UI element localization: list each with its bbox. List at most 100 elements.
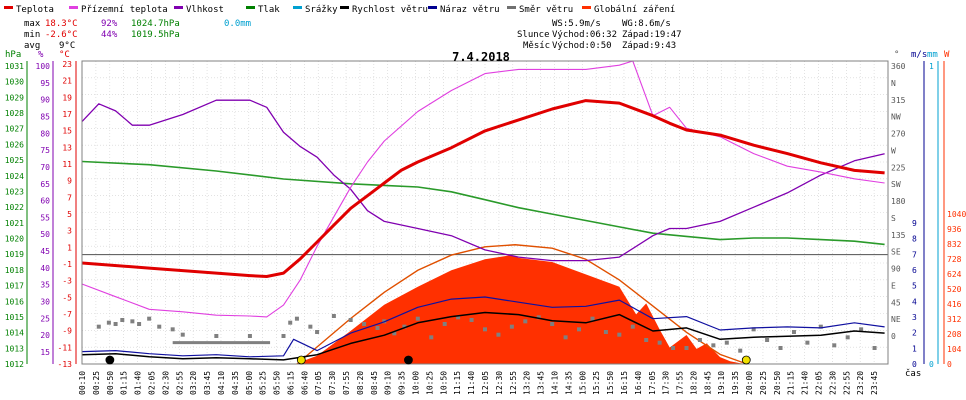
x-tick-label: 11:15	[453, 371, 462, 395]
x-tick: 11:40	[467, 371, 476, 395]
axis-tick-label: 520	[947, 285, 962, 294]
direction-point	[778, 346, 783, 351]
axis-tick-label: 15	[62, 127, 72, 136]
sunrise-marker	[296, 355, 306, 365]
stats-max-temp: 18.3°C	[45, 19, 78, 29]
axis-tick-label: 17	[62, 110, 72, 119]
direction-point	[603, 330, 608, 335]
radiation-axis-header: W	[944, 50, 950, 60]
direction-point	[818, 324, 823, 329]
legend-swatch	[174, 6, 183, 9]
direction-point	[288, 320, 293, 325]
x-tick: 23:45	[870, 371, 879, 395]
axis-tick-label: 4	[912, 297, 917, 306]
x-tick-label: 07:30	[328, 371, 337, 395]
direction-point	[429, 335, 434, 340]
direction-point	[96, 324, 101, 329]
direction-point	[832, 343, 837, 348]
x-tick-label: 10:00	[412, 371, 421, 395]
wind-gust-line	[81, 296, 885, 358]
x-tick-label: 08:45	[370, 371, 379, 395]
x-tick-label: 09:35	[398, 371, 407, 395]
axis-tick-label: 180	[891, 197, 906, 206]
series-lines	[81, 60, 885, 361]
axis-tick-label: 19	[62, 93, 72, 102]
sunset-text: Západ:19:47	[622, 30, 682, 40]
axis-tick-label: 1012	[5, 360, 24, 369]
direction-point	[442, 322, 447, 327]
stats-max-rain: 0.0mm	[224, 19, 251, 29]
axis-tick-label: 2	[912, 329, 917, 338]
x-tick-label: 15:50	[606, 371, 615, 395]
x-tick-label: 19:35	[731, 371, 740, 395]
x-tick: 07:30	[328, 371, 337, 395]
axis-tick-label: SW	[891, 180, 901, 189]
x-tick-label: 12:30	[495, 371, 504, 395]
axis-tick-label: 1025	[5, 156, 24, 165]
axis-tick-label: 1026	[5, 140, 24, 149]
legend: Teplota Přízemní teplota Vlhkost Tlak Srážky…	[4, 5, 675, 15]
x-tick: 19:35	[731, 371, 740, 395]
axis-tick-label: NW	[891, 113, 901, 122]
x-tick: 20:50	[773, 371, 782, 395]
temperature-line	[81, 99, 885, 278]
x-tick: 21:15	[787, 371, 796, 395]
axis-tick-label: 270	[891, 130, 906, 139]
axis-headers: hPa % °C ° m/s mm W	[5, 50, 950, 60]
x-tick: 07:55	[342, 371, 351, 395]
direction-point	[308, 324, 313, 329]
axis-tick-label: 6	[912, 266, 917, 275]
stats-avg-temp: 9°C	[59, 41, 75, 51]
x-tick: 14:10	[550, 371, 559, 395]
axis-tick-label: 25	[40, 314, 50, 323]
plot-frame	[81, 60, 889, 365]
direction-point	[859, 327, 864, 332]
x-tick: 02:05	[147, 371, 156, 395]
x-tick-label: 21:40	[801, 371, 810, 395]
pressure-line	[81, 160, 885, 246]
direction-point	[147, 316, 152, 321]
axis-tick-label: 1019	[5, 250, 24, 259]
legend-swatch	[340, 6, 349, 9]
axis-tick-label: 55	[40, 213, 50, 222]
x-tick: 09:35	[398, 371, 407, 395]
axis-tick-label: 1027	[5, 125, 24, 134]
x-tick-label: 04:10	[217, 371, 226, 395]
axis-tick-label: 1028	[5, 109, 24, 118]
legend-swatch	[293, 6, 302, 9]
temperature-axis-header: °C	[59, 50, 70, 60]
x-tick-label: 17:30	[662, 371, 671, 395]
x-tick: 06:15	[286, 371, 295, 395]
axis-tick-label: 100	[36, 62, 51, 71]
axis-tick-label: 624	[947, 270, 962, 279]
x-tick: 07:05	[314, 371, 323, 395]
direction-point	[214, 334, 219, 339]
axis-tick-label: 95	[40, 79, 50, 88]
axis-tick-label: N	[891, 79, 896, 88]
x-tick-label: 16:40	[634, 371, 643, 395]
legend-item: Náraz větru	[440, 5, 500, 15]
x-tick-label: 05:25	[259, 371, 268, 395]
x-tick-label: 09:10	[384, 371, 393, 395]
x-tick-label: 20:00	[745, 371, 754, 395]
moon-label: Měsíc	[523, 41, 550, 51]
x-tick: 21:40	[801, 371, 810, 395]
axis-tick-label: 0	[912, 360, 917, 369]
direction-point	[362, 322, 367, 327]
stats-max-humidity: 92%	[101, 19, 118, 29]
wind-gust-stat: WG:8.6m/s	[622, 19, 671, 29]
axis-tick-label: 936	[947, 225, 962, 234]
axis-tick-label: 1	[929, 62, 934, 71]
x-tick: 17:30	[662, 371, 671, 395]
x-tick-label: 22:55	[842, 371, 851, 395]
direction-point	[331, 314, 336, 319]
axis-tick-label: 1015	[5, 313, 24, 322]
x-tick: 00:10	[78, 371, 87, 395]
x-tick: 12:05	[481, 371, 490, 395]
axis-tick-label: 1031	[5, 62, 24, 71]
x-tick: 10:25	[425, 371, 434, 395]
x-tick: 01:15	[120, 371, 129, 395]
direction-point	[617, 332, 622, 337]
x-tick: 05:50	[273, 371, 282, 395]
x-tick: 04:35	[231, 371, 240, 395]
